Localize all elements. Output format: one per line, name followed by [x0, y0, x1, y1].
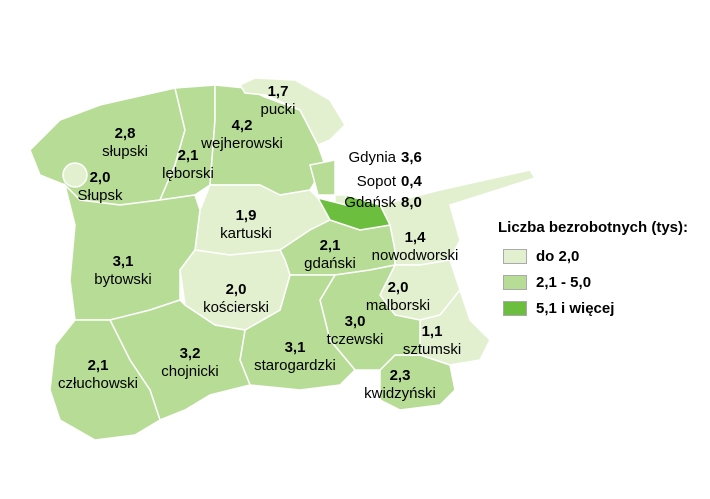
region	[378, 169, 537, 266]
value-label: 2,1	[320, 237, 341, 254]
region-name: kwidzyński	[364, 385, 436, 402]
region-name: Słupsk	[77, 187, 123, 204]
value-label: 3,0	[345, 313, 366, 330]
region	[316, 193, 392, 231]
region-name: chojnicki	[161, 363, 219, 380]
legend-swatch	[503, 248, 527, 264]
legend-label: 2,1 - 5,0	[536, 273, 592, 291]
value-label: 3,1	[113, 253, 134, 270]
legend: Liczba bezrobotnych (tys): do 2,0 2,1 - 5…	[498, 218, 703, 321]
region-name: Gdańsk	[344, 194, 396, 211]
value-label: 2,8	[115, 125, 136, 142]
region-name: pucki	[260, 101, 295, 118]
region-name: starogardzki	[254, 357, 336, 374]
value-label: 1,1	[422, 323, 443, 340]
region-name: wejherowski	[200, 135, 283, 152]
region-name: Gdynia	[348, 149, 396, 166]
legend-swatch	[503, 274, 527, 290]
region-name: słupski	[102, 143, 148, 160]
value-label: 3,1	[285, 339, 306, 356]
legend-item: 2,1 - 5,0	[498, 269, 703, 295]
region	[49, 319, 161, 441]
value-label: 2,3	[390, 367, 411, 384]
region-name: tczewski	[327, 331, 384, 348]
region-name: bytowski	[94, 271, 152, 288]
value-label: 8,0	[401, 194, 422, 211]
region	[62, 162, 88, 188]
region-name: sztumski	[403, 341, 461, 358]
region	[379, 354, 456, 411]
value-label: 1,7	[268, 83, 289, 100]
region-name: lęborski	[162, 165, 214, 182]
region	[309, 159, 336, 196]
legend-swatch	[503, 300, 527, 316]
region-name: malborski	[366, 297, 430, 314]
region-name: kościerski	[203, 299, 269, 316]
value-label: 2,0	[90, 169, 111, 186]
region-name: nowodworski	[372, 247, 459, 264]
value-label: 2,1	[88, 357, 109, 374]
region-name: Sopot	[357, 173, 397, 190]
value-label: 2,1	[178, 147, 199, 164]
value-label: 2,0	[226, 281, 247, 298]
value-label: 0,4	[401, 173, 423, 190]
value-label: 3,2	[180, 345, 201, 362]
region	[179, 249, 291, 331]
legend-label: do 2,0	[536, 247, 580, 265]
region	[238, 77, 346, 146]
value-label: 1,4	[405, 229, 427, 246]
legend-label: 5,1 i więcej	[536, 299, 615, 317]
region-name: kartuski	[220, 225, 272, 242]
legend-title: Liczba bezrobotnych (tys):	[498, 219, 689, 236]
value-label: 4,2	[232, 117, 253, 134]
value-label: 3,6	[401, 149, 422, 166]
value-label: 1,9	[236, 207, 257, 224]
legend-item: 5,1 i więcej	[498, 295, 703, 321]
value-label: 2,0	[388, 279, 409, 296]
legend-item: do 2,0	[498, 243, 703, 269]
region-name: człuchowski	[58, 375, 138, 392]
region-name: gdański	[304, 255, 356, 272]
